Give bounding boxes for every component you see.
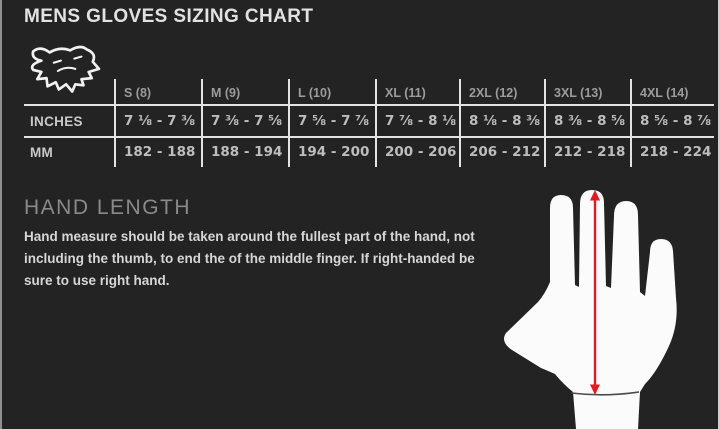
inches-value: 7 ⅝ - 7 ⅞: [288, 105, 375, 137]
row-label-mm: MM: [30, 144, 54, 160]
size-column-header: 2XL (12): [459, 79, 544, 105]
size-table: S (8) M (9) L (10) XL (11) 2XL (12) 3XL (13) 4…: [2, 79, 718, 167]
inches-value: 8 ⅛ - 8 ⅜: [459, 105, 544, 137]
size-column-header: XL (11): [375, 79, 459, 105]
mm-value: 182 - 188: [114, 137, 201, 167]
size-column-header: 4XL (14): [630, 79, 718, 105]
hand-length-heading: HAND LENGTH: [24, 196, 192, 219]
inches-value: 8 ⅝ - 8 ⅞: [630, 105, 718, 137]
mm-value: 212 - 218: [544, 137, 630, 167]
row-label-inches: INCHES: [30, 113, 83, 129]
page-title: MENS GLOVES SIZING CHART: [24, 6, 314, 27]
size-column-header: S (8): [114, 79, 201, 105]
mm-value: 194 - 200: [288, 137, 375, 167]
mm-value: 200 - 206: [375, 137, 459, 167]
table-divider-middle: [24, 136, 714, 138]
mm-value: 188 - 194: [201, 137, 288, 167]
size-column-header: M (9): [201, 79, 288, 105]
inches-value: 7 ⅞ - 8 ⅛: [375, 105, 459, 137]
hand-measure-illustration: [499, 186, 717, 429]
size-column-header: 3XL (13): [544, 79, 630, 105]
table-corner-cell: [2, 79, 114, 105]
measurement-arrow-icon: [590, 190, 600, 395]
wrist-line: [570, 391, 640, 396]
size-column-header: L (10): [288, 79, 375, 105]
hand-length-description: Hand measure should be taken around the …: [24, 229, 475, 288]
hand-silhouette: [504, 190, 677, 429]
inches-value: 7 ⅜ - 7 ⅝: [201, 105, 288, 137]
mm-value: 218 - 224: [630, 137, 718, 167]
fox-head-logo-icon: [27, 44, 101, 102]
mm-value: 206 - 212: [459, 137, 544, 167]
inches-value: 7 ⅛ - 7 ⅜: [114, 105, 201, 137]
table-divider-top: [24, 104, 714, 106]
inches-value: 8 ⅜ - 8 ⅝: [544, 105, 630, 137]
